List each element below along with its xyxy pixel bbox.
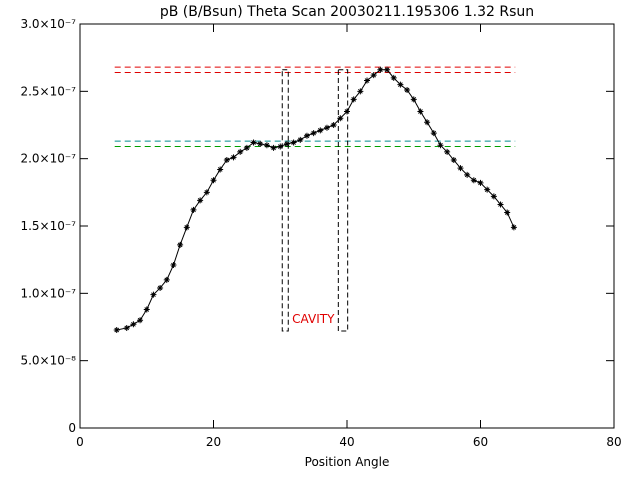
data-point bbox=[290, 139, 297, 146]
data-point bbox=[303, 132, 310, 139]
data-point bbox=[223, 157, 230, 164]
data-point bbox=[364, 77, 371, 84]
data-point bbox=[437, 142, 444, 149]
y-tick-label: 3.0×10⁻⁷ bbox=[20, 17, 76, 31]
data-point bbox=[457, 165, 464, 172]
data-point bbox=[404, 86, 411, 93]
data-point bbox=[417, 108, 424, 115]
data-point bbox=[277, 143, 284, 150]
y-tick-label: 2.0×10⁻⁷ bbox=[20, 152, 76, 166]
data-point bbox=[330, 122, 337, 128]
data-point bbox=[297, 136, 304, 143]
data-point bbox=[230, 154, 237, 161]
data-point bbox=[444, 148, 451, 155]
data-point bbox=[337, 115, 344, 122]
data-point bbox=[137, 317, 144, 324]
y-tick-label: 2.5×10⁻⁷ bbox=[20, 84, 76, 98]
data-point bbox=[323, 124, 330, 131]
data-point bbox=[464, 171, 471, 178]
data-point bbox=[217, 166, 224, 173]
data-point bbox=[283, 140, 290, 147]
x-tick-label: 40 bbox=[339, 435, 354, 449]
y-tick-label: 1.5×10⁻⁷ bbox=[20, 219, 76, 233]
y-tick-label: 1.0×10⁻⁷ bbox=[20, 286, 76, 300]
data-point bbox=[510, 224, 517, 231]
data-point bbox=[210, 177, 217, 184]
cavity-region bbox=[281, 69, 289, 332]
data-point bbox=[113, 326, 120, 333]
data-point bbox=[377, 66, 384, 73]
cavity-region bbox=[337, 69, 349, 332]
y-tick-label: 5.0×10⁻⁸ bbox=[20, 354, 76, 368]
x-tick-label: 0 bbox=[76, 435, 84, 449]
chart-title: pB (B/Bsun) Theta Scan 20030211.195306 1… bbox=[160, 4, 534, 20]
data-point bbox=[430, 130, 437, 137]
data-point bbox=[197, 197, 204, 204]
data-point bbox=[390, 74, 397, 81]
data-point bbox=[317, 127, 324, 134]
data-point bbox=[344, 108, 350, 115]
x-tick-label: 20 bbox=[206, 435, 221, 449]
data-point bbox=[477, 179, 484, 186]
data-point bbox=[123, 324, 130, 331]
data-point bbox=[143, 306, 150, 313]
x-tick-label: 60 bbox=[473, 435, 488, 449]
data-point bbox=[410, 96, 417, 103]
data-point bbox=[310, 130, 317, 137]
data-point bbox=[270, 144, 277, 151]
data-point bbox=[130, 321, 137, 328]
data-point bbox=[384, 66, 391, 73]
data-point bbox=[183, 224, 190, 231]
x-axis-label: Position Angle bbox=[305, 455, 390, 469]
data-point bbox=[497, 201, 504, 208]
data-point bbox=[190, 206, 197, 213]
data-point bbox=[470, 177, 477, 184]
x-tick-label: 80 bbox=[606, 435, 621, 449]
data-point bbox=[250, 139, 257, 146]
data-point bbox=[350, 96, 357, 103]
data-point bbox=[163, 276, 170, 283]
data-point bbox=[484, 186, 491, 193]
y-tick-label: 0 bbox=[68, 421, 76, 435]
data-point bbox=[157, 284, 164, 291]
data-point bbox=[257, 140, 264, 147]
data-point bbox=[397, 81, 404, 88]
data-point bbox=[450, 157, 457, 164]
data-point bbox=[243, 144, 250, 151]
data-point bbox=[237, 148, 244, 155]
annotation: CAVITY bbox=[292, 312, 335, 326]
data-point bbox=[150, 291, 157, 298]
data-point bbox=[424, 119, 431, 126]
data-point bbox=[170, 262, 177, 269]
data-point bbox=[263, 142, 270, 149]
data-point bbox=[490, 193, 497, 200]
data-point bbox=[203, 189, 210, 196]
data-point bbox=[370, 72, 377, 79]
data-point bbox=[357, 88, 364, 95]
data-point bbox=[177, 241, 184, 248]
data-point bbox=[504, 209, 511, 216]
